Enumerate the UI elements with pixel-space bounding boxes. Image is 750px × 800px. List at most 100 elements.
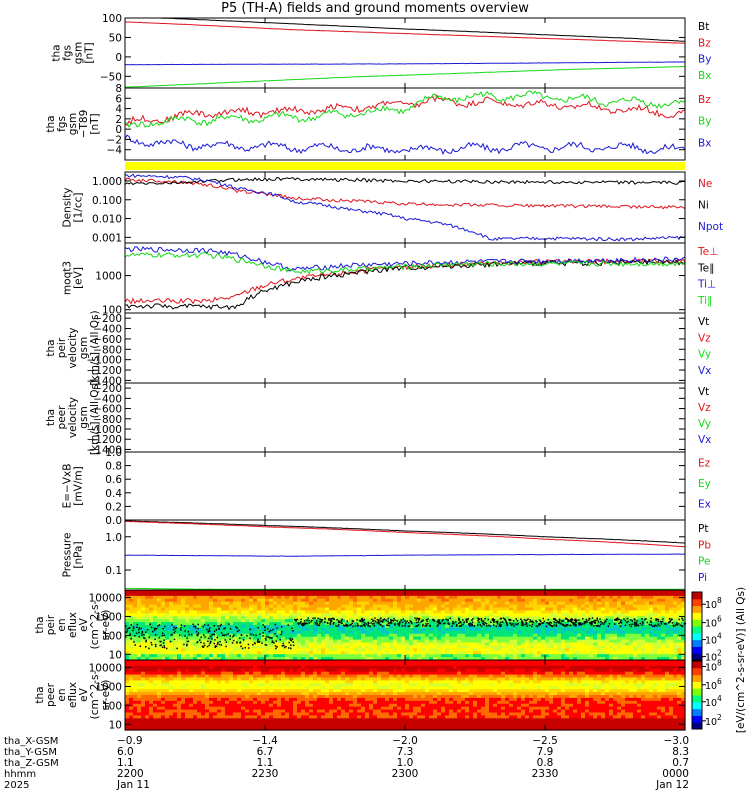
peir-eflux-ytick-2: 100 bbox=[102, 630, 122, 642]
xtick-3-row-3: 2330 bbox=[532, 768, 559, 780]
colorbar-peer-tick-exp-1: 6 bbox=[717, 677, 722, 686]
peer-eflux-ylabel-line-1: peer bbox=[45, 682, 57, 707]
fgs-gsm-t89-legend-1: By bbox=[698, 116, 711, 128]
temperature-legend-3: Ti∥ bbox=[697, 295, 712, 307]
peer-eflux-ytick-0: 10000 bbox=[89, 663, 122, 675]
pressure-ytick-1: 0.1 bbox=[105, 565, 122, 577]
colorbar-peer-tick-exp-2: 4 bbox=[717, 694, 722, 703]
peir-velocity-ylabel-line-1: peir bbox=[56, 337, 68, 358]
peir-velocity-ytick-6: −1400 bbox=[86, 375, 122, 387]
colorbar-peer-tick-base-3: 10 bbox=[705, 717, 717, 728]
peer-velocity-ytick-5: −1200 bbox=[86, 434, 122, 446]
fgs-gsm-ylabel-line-3: [nT] bbox=[84, 42, 96, 63]
peer-eflux-ytick-2: 100 bbox=[102, 700, 122, 712]
peer-eflux-ylabel-line-3: eflux bbox=[67, 682, 79, 708]
colorbar-peer-tick-exp-0: 8 bbox=[717, 658, 722, 667]
xaxis-row-label-4: 2025 bbox=[4, 780, 29, 791]
peer-eflux-ylabel: tha peer en eflux eV (cm^2-s-sr-eV) bbox=[34, 670, 112, 719]
xtick-4-row-3: 0000 bbox=[662, 768, 689, 780]
xtick-1-row-2: 1.1 bbox=[257, 757, 274, 769]
density-ylabel-line-1: [1/cc] bbox=[73, 193, 85, 223]
fgs-gsm-t89-ylabel-line-2: gsm bbox=[67, 113, 79, 135]
xtick-2-row-1: 7.3 bbox=[397, 746, 414, 758]
peir-eflux-ytick-0: 10000 bbox=[89, 593, 122, 605]
colorbar-peer-tick-base-1: 10 bbox=[705, 681, 717, 692]
xtick-1-row-3: 2230 bbox=[252, 768, 279, 780]
peer-velocity-ytick-0: −200 bbox=[93, 383, 122, 395]
colorbar-peir-tick-exp-0: 8 bbox=[717, 596, 722, 605]
colorbar-peer-tick-base-2: 10 bbox=[705, 698, 717, 709]
efield-legend-0: Ez bbox=[698, 457, 711, 469]
peir-velocity-legend-3: Vx bbox=[698, 365, 711, 377]
pressure-legend-1: Pb bbox=[698, 539, 711, 551]
peir-velocity-ylabel-line-4: [km/s] (All Qs) bbox=[89, 310, 101, 385]
density-legend-1: Ni bbox=[698, 199, 709, 211]
temperature-ylabel-line-1: [eV] bbox=[73, 267, 85, 289]
density-series-1 bbox=[125, 176, 685, 186]
fgs-gsm-legend-0: Bt bbox=[698, 21, 709, 33]
fgs-gsm-t89-ytick-5: −2 bbox=[107, 134, 122, 146]
pressure-ytick-0: 1.0 bbox=[105, 532, 122, 544]
efield-legend-2: Ex bbox=[698, 499, 711, 511]
fgs-gsm-series-0 bbox=[142, 18, 685, 42]
xtick-3-row-1: 7.9 bbox=[537, 746, 554, 758]
fgs-gsm-t89-ytick-6: −4 bbox=[107, 145, 123, 157]
efield-ytick-1: 0.8 bbox=[105, 461, 122, 473]
colorbar-peir-tick-base-3: 10 bbox=[705, 653, 717, 664]
peir-eflux-ylabel-line-3: eflux bbox=[67, 612, 79, 638]
fgs-gsm-t89-ytick-3: 2 bbox=[115, 114, 122, 126]
peer-eflux-ylabel-line-4: eV bbox=[78, 687, 90, 701]
temperature-legend-2: Ti⊥ bbox=[697, 279, 716, 291]
peer-eflux-ylabel-line-2: en bbox=[56, 688, 68, 701]
pressure-series-0 bbox=[125, 520, 685, 544]
panel-4: 1000 100 moqt3 [eV] Te⊥ Te∥ Ti⊥ Ti∥ bbox=[62, 242, 718, 317]
peir-velocity-ylabel-line-0: tha bbox=[45, 339, 57, 356]
fgs-gsm-ytick-2: 0 bbox=[115, 52, 122, 64]
panel-2 bbox=[125, 162, 685, 170]
fgs-gsm-legend-1: Bz bbox=[698, 37, 711, 49]
peir-eflux-heatmap bbox=[125, 590, 687, 661]
pressure-ylabel: Pressure [nPa] bbox=[62, 533, 85, 578]
peir-eflux-ytick-3: 10 bbox=[109, 649, 122, 661]
peer-velocity-legend-1: Vz bbox=[698, 402, 711, 414]
colorbar-peir-tick-base-0: 10 bbox=[705, 600, 717, 611]
peer-eflux-ylabel-line-5: (cm^2-s- bbox=[89, 670, 101, 719]
fgs-gsm-t89-ytick-2: 4 bbox=[115, 104, 122, 116]
peer-velocity-ytick-6: −1400 bbox=[86, 444, 122, 456]
peer-velocity-ytick-3: −800 bbox=[93, 414, 122, 426]
peir-velocity-ytick-2: −600 bbox=[93, 334, 122, 346]
fgs-gsm-series-2 bbox=[125, 61, 685, 66]
peer-velocity-ylabel-line-1: peer bbox=[56, 405, 68, 430]
fgs-gsm-series-3 bbox=[125, 66, 685, 88]
peir-velocity-legend-0: Vt bbox=[698, 316, 709, 328]
xtick-0-row-1: 6.0 bbox=[117, 746, 134, 758]
peer-velocity-ylabel-line-0: tha bbox=[45, 409, 57, 426]
fgs-gsm-ylabel-line-1: fgs bbox=[62, 45, 74, 61]
colorbar-peir-tick-exp-3: 2 bbox=[717, 649, 722, 658]
density-ylabel: Density [1/cc] bbox=[62, 188, 85, 228]
fgs-gsm-t89-ylabel-line-3: −T89 bbox=[78, 110, 90, 139]
pressure-ylabel-line-1: [nPa] bbox=[73, 541, 85, 568]
pressure-series-3 bbox=[125, 553, 685, 557]
efield-ytick-2: 0.6 bbox=[105, 474, 122, 486]
xtick-0-row-3: 2200 bbox=[117, 768, 144, 780]
fgs-gsm-ytick-0: 100 bbox=[102, 13, 122, 25]
xtick-4-row-2: 0.7 bbox=[672, 757, 689, 769]
peir-eflux-ylabel-line-0: tha bbox=[34, 616, 46, 633]
peer-velocity-ytick-2: −600 bbox=[93, 404, 122, 416]
plot-title: P5 (TH-A) fields and ground moments over… bbox=[221, 1, 529, 16]
fgs-gsm-t89-ytick-4: 0 bbox=[115, 124, 122, 136]
xtick-2-row-3: 2300 bbox=[392, 768, 419, 780]
peir-velocity-legend-1: Vz bbox=[698, 332, 711, 344]
efield-ytick-4: 0.2 bbox=[105, 501, 122, 513]
peer-velocity-ylabel-line-2: velocity bbox=[67, 397, 79, 438]
temperature-ylabel-line-0: moqt3 bbox=[62, 261, 74, 295]
fgs-gsm-t89-ytick-0: 8 bbox=[115, 83, 122, 95]
peer-eflux-ylabel-line-6: sr-eV) bbox=[100, 680, 112, 711]
peer-velocity-legend-3: Vx bbox=[698, 434, 711, 446]
fgs-gsm-t89-ytick-1: 6 bbox=[115, 93, 122, 105]
